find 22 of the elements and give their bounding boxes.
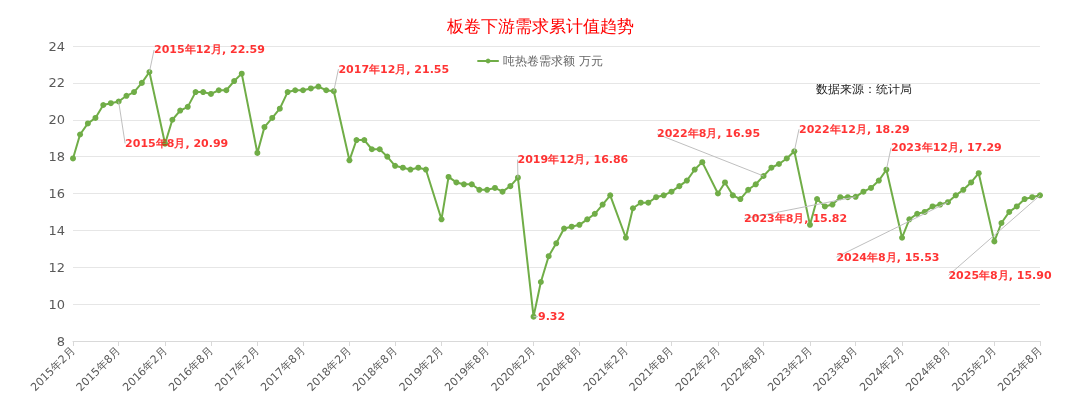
annotation: 9.32 (537, 310, 566, 324)
annotation: 2023年8月, 15.82 (744, 212, 848, 226)
y-tick-label: 10 (48, 296, 65, 312)
y-tick-label: 16 (48, 186, 65, 201)
y-tick-label: 12 (48, 259, 65, 275)
annotation: 2015年8月, 20.99 (125, 137, 229, 150)
annotation: 2025年8月, 15.90 (948, 268, 1052, 282)
annotation: 2015年12月, 22.59 (154, 43, 265, 57)
annotation: 2022年12月, 18.29 (798, 122, 910, 136)
y-tick-label: 20 (48, 112, 65, 128)
annotation: 2017年12月, 21.55 (338, 62, 450, 76)
legend-label: 吨热卷需求额 万元 (503, 54, 603, 68)
annotation: 2022年8月, 16.95 (657, 127, 761, 141)
annotation: 2023年12月, 17.29 (891, 141, 1002, 155)
chart-title: 板卷下游需求累计值趋势 (445, 15, 634, 36)
annotation: 2024年8月, 15.53 (836, 250, 940, 264)
annotation: 2019年12月, 16.86 (517, 153, 629, 167)
y-tick-label: 18 (48, 149, 65, 165)
y-tick-label: 22 (48, 75, 65, 91)
y-tick-label: 14 (48, 222, 65, 238)
y-tick-label: 24 (48, 38, 65, 54)
y-tick-label: 8 (56, 333, 65, 349)
